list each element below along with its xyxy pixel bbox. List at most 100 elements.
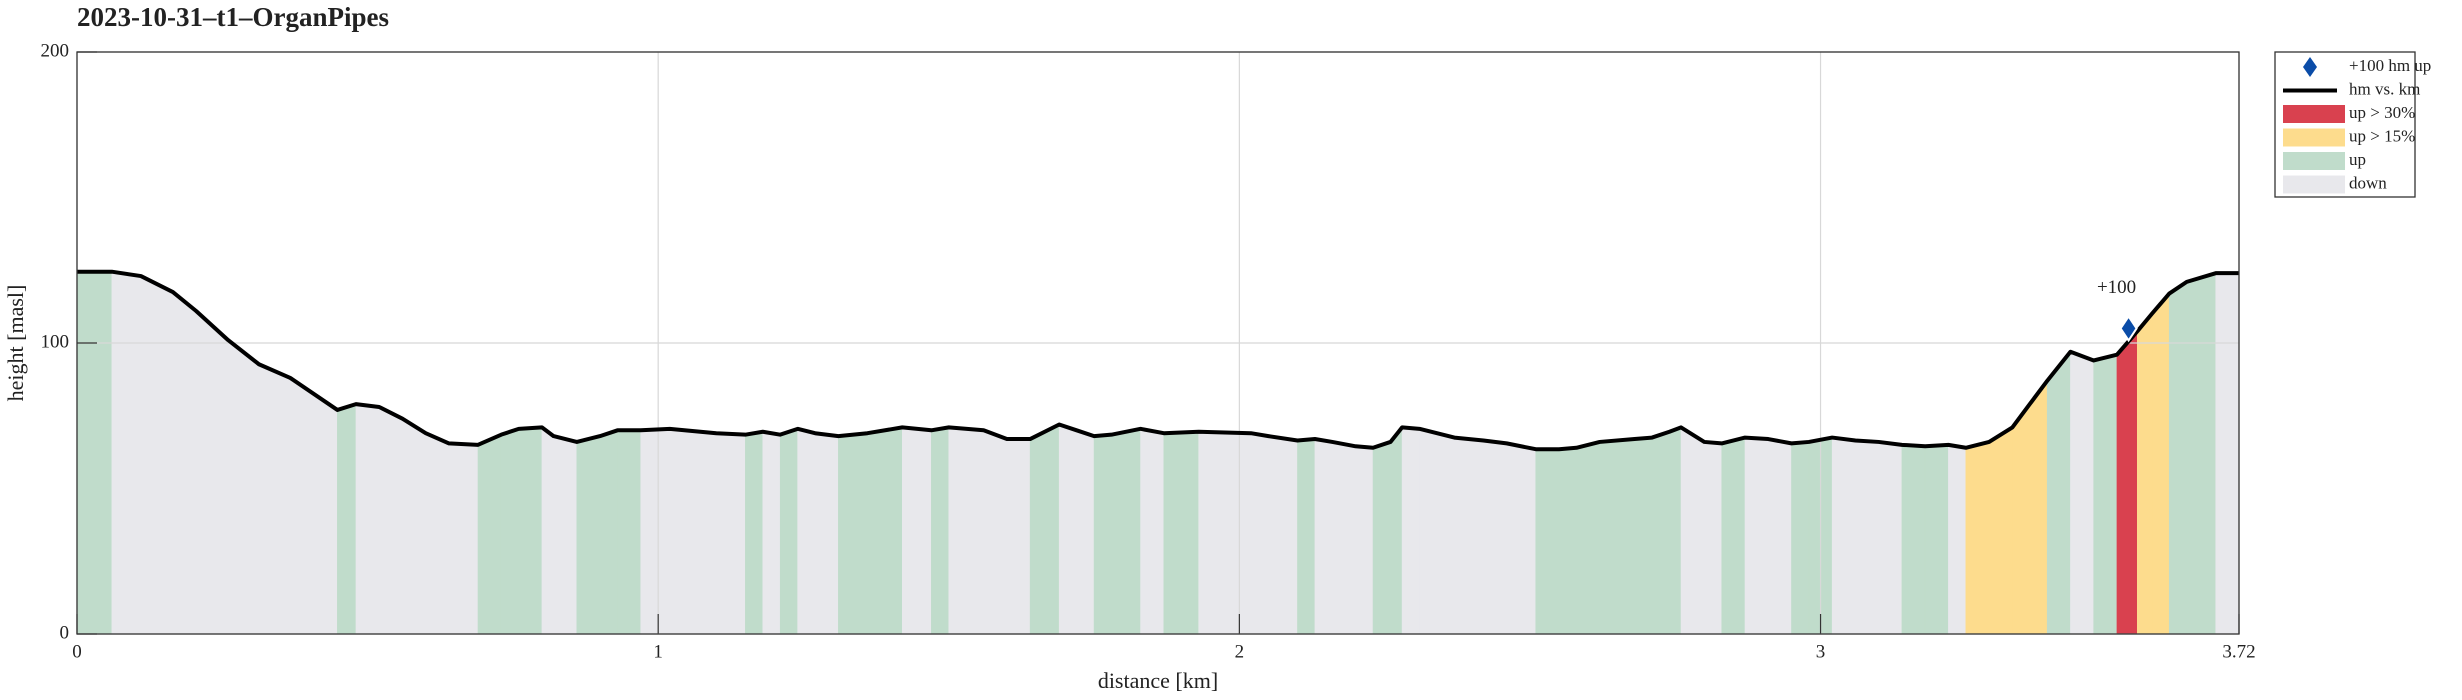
grade-fill: [745, 431, 764, 635]
grade-fill: [1314, 438, 1333, 635]
grade-fill: [2136, 313, 2153, 635]
grade-fill: [599, 429, 618, 635]
grade-fill: [2093, 354, 2118, 635]
marker-label: +100: [2097, 277, 2136, 298]
grade-fill: [867, 427, 903, 635]
grade-fill: [814, 432, 839, 635]
grade-fill: [1831, 437, 1856, 635]
grade-fill: [1006, 438, 1031, 635]
y-tick-label: 100: [41, 331, 70, 352]
grade-fill: [1901, 444, 1926, 635]
grade-fill: [1355, 445, 1374, 635]
grade-fill: [1744, 437, 1769, 635]
grade-fill: [1483, 440, 1508, 635]
grade-fill: [378, 406, 403, 635]
grade-fill: [1268, 435, 1298, 635]
grade-fill: [500, 428, 519, 635]
grade-fill: [2151, 292, 2170, 635]
grade-fill: [576, 435, 601, 635]
plot-frame: [76, 51, 2240, 635]
grade-fill: [617, 429, 642, 635]
grade-fill: [797, 428, 816, 635]
grade-fill: [1988, 426, 2013, 635]
legend-label: down: [2349, 173, 2387, 192]
grade-fill: [2029, 379, 2048, 635]
x-axis-label: distance [km]: [1098, 668, 1218, 693]
legend-label: up > 30%: [2349, 103, 2415, 122]
grade-fill: [1704, 441, 1723, 635]
grade-fill: [111, 271, 142, 635]
x-tick-label: 0: [72, 641, 82, 662]
grade-fill: [2070, 351, 2095, 635]
grade-fill: [1093, 434, 1112, 635]
grade-fill: [901, 427, 932, 635]
y-axis-label: height [masl]: [3, 285, 28, 402]
grade-fill: [227, 339, 260, 635]
x-tick-label: 3: [1816, 641, 1826, 662]
grade-fill: [258, 363, 291, 635]
grade-fill: [1506, 443, 1537, 635]
grade-fill: [1454, 437, 1484, 635]
y-tick-label: 200: [41, 40, 70, 61]
grade-fill: [1198, 431, 1252, 635]
x-tick-label: 1: [653, 641, 663, 662]
x-tick-label: 3.72: [2222, 641, 2255, 662]
grade-fill: [1680, 426, 1705, 635]
grade-fill: [337, 403, 357, 635]
grade-fill: [1965, 441, 1990, 635]
grade-fill: [1297, 438, 1316, 635]
chart-title: 2023-10-31–t1–OrganPipes: [77, 2, 389, 32]
grade-fill: [1576, 441, 1600, 635]
grade-fill: [195, 310, 229, 635]
legend-swatch: [2283, 152, 2345, 170]
grade-fill: [1924, 444, 1949, 635]
grade-fill: [2168, 281, 2187, 635]
grade-fill: [2215, 272, 2240, 635]
grade-fill: [762, 431, 781, 635]
grade-fill: [2186, 272, 2217, 635]
legend: +100 hm up hm vs. km up > 30% up > 15% up dow…: [2274, 51, 2431, 198]
grade-fill: [1029, 423, 1060, 635]
legend-swatch: [2283, 105, 2345, 123]
grade-fill: [1058, 424, 1077, 635]
grade-fill: [779, 428, 798, 635]
grade-fill: [1721, 437, 1746, 635]
x-tick-label: 2: [1235, 641, 1245, 662]
grade-fill: [640, 428, 671, 635]
grade-fill: [1111, 428, 1141, 635]
grade-fill: [1855, 440, 1879, 635]
grade-fill: [1419, 428, 1455, 635]
grade-fill: [716, 432, 746, 635]
profile-line: [77, 269, 2239, 452]
grade-fill: [402, 418, 427, 635]
grade-fill: [1599, 438, 1635, 635]
grade-fill: [948, 427, 984, 635]
grade-fill: [477, 434, 502, 635]
grade-fill: [1878, 441, 1903, 635]
legend-label: hm vs. km: [2349, 79, 2420, 98]
grade-fill: [2012, 403, 2031, 635]
legend-label: up > 15%: [2349, 126, 2415, 145]
legend-box: [2274, 51, 2416, 198]
grade-fill: [2046, 350, 2071, 635]
grade-fill: [669, 428, 717, 635]
grade-fill: [931, 427, 950, 635]
climb-marker: [2119, 314, 2138, 343]
grade-fill: [1948, 444, 1967, 635]
grade-fill: [76, 271, 113, 635]
grade-fill: [1558, 447, 1577, 635]
legend-marker: [2303, 57, 2317, 77]
grade-fill: [2116, 330, 2138, 635]
grade-fill: [425, 432, 450, 635]
grade-fill: [1163, 431, 1199, 635]
grade-fill: [1250, 432, 1269, 635]
grade-fill: [553, 435, 578, 635]
grade-fill: [289, 377, 338, 635]
grade-fill: [1390, 426, 1403, 635]
grade-fill: [541, 426, 554, 635]
grade-fill: [1651, 431, 1670, 635]
grade-fill: [1372, 441, 1391, 635]
grade-fill: [518, 427, 543, 635]
grade-fill: [1076, 429, 1095, 635]
legend-label: up: [2349, 150, 2366, 169]
